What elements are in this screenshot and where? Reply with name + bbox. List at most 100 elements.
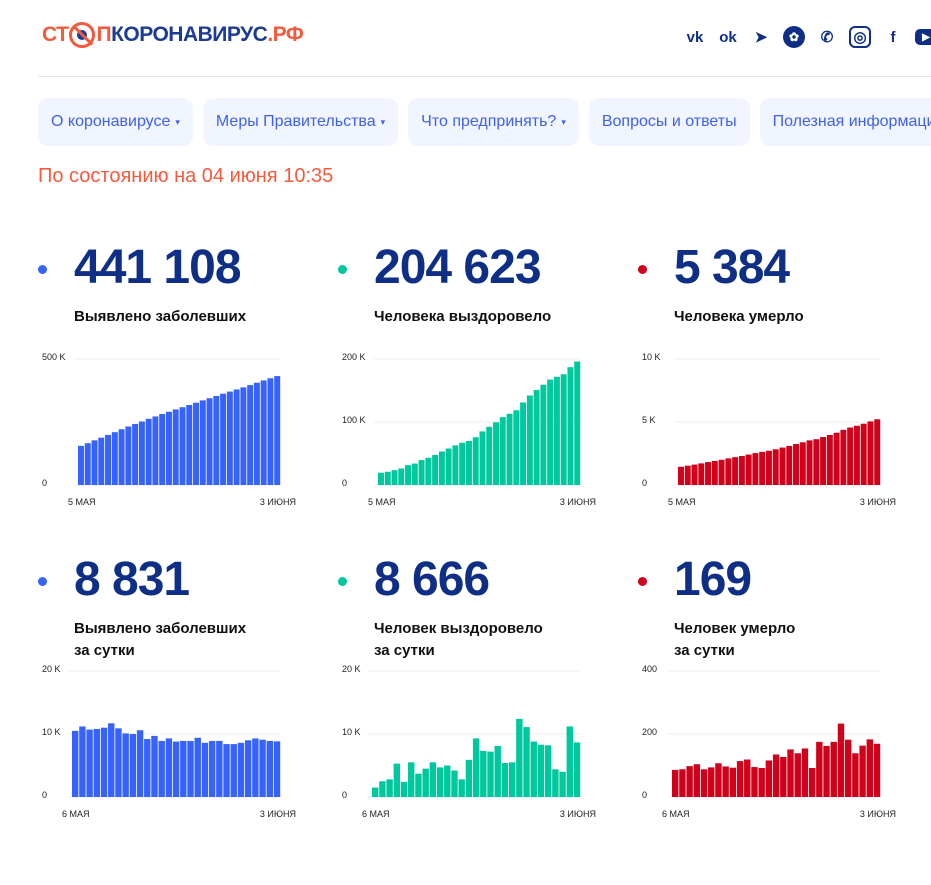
bar — [867, 421, 874, 485]
instagram-icon[interactable]: ◎ — [849, 26, 871, 48]
bar — [125, 426, 132, 485]
bar — [533, 389, 540, 485]
bar-chart: 0 500 K 5 МАЯ 3 ИЮНЯ — [42, 352, 296, 507]
bar — [745, 454, 752, 485]
legend-dot — [338, 577, 347, 586]
bar — [513, 410, 520, 485]
social-links: vk ok ➤ ✿ ✆ ◎ f ▶ — [684, 26, 931, 48]
stat-label-line: за сутки — [374, 642, 435, 659]
stat-label-line: Человека выздоровело — [374, 308, 552, 325]
bar — [223, 744, 230, 797]
x-tick-label: 6 МАЯ — [62, 809, 90, 819]
bar — [86, 729, 93, 797]
bar — [206, 398, 213, 485]
nav-item[interactable]: О коронавирусе ▾ — [38, 98, 193, 146]
bar — [72, 730, 79, 797]
x-tick-label: 3 ИЮНЯ — [860, 809, 896, 819]
bar — [98, 437, 105, 485]
bar — [398, 468, 405, 485]
x-tick-label: 6 МАЯ — [662, 809, 690, 819]
bar — [837, 723, 845, 797]
x-tick-label: 3 ИЮНЯ — [260, 809, 296, 819]
bar — [732, 457, 739, 485]
bar — [487, 751, 494, 797]
bar — [194, 737, 201, 797]
youtube-icon[interactable]: ▶ — [915, 29, 931, 45]
bar — [823, 745, 830, 797]
logo-text: .РФ — [267, 23, 304, 46]
bar — [693, 764, 701, 797]
bar — [186, 404, 193, 485]
bar — [260, 380, 267, 485]
bar — [159, 414, 166, 485]
legend-dot — [38, 577, 47, 586]
y-tick-label: 0 — [42, 790, 47, 800]
bar — [736, 761, 744, 797]
bar — [520, 402, 527, 485]
bar — [199, 400, 206, 485]
bar — [501, 762, 509, 797]
bar — [779, 447, 786, 485]
bar — [772, 449, 779, 485]
bar — [451, 770, 458, 797]
bar — [725, 458, 732, 485]
bar — [751, 767, 758, 797]
bar — [759, 451, 766, 485]
bar — [180, 740, 187, 797]
bar — [472, 437, 479, 485]
nav-item[interactable]: Вопросы и ответы — [588, 98, 750, 146]
bar — [444, 765, 451, 797]
bar — [787, 749, 794, 797]
telegram-icon[interactable]: ➤ — [754, 29, 768, 46]
bar — [493, 422, 499, 485]
nav-item[interactable]: Что предпринять? ▾ — [408, 98, 579, 146]
bar — [679, 769, 686, 797]
bar — [274, 376, 281, 485]
stat-value: 8 666 — [374, 553, 490, 606]
logo[interactable]: СТ П КОРОНАВИРУС .РФ — [42, 22, 304, 48]
stat-value: 8 831 — [74, 553, 190, 606]
bar — [744, 759, 751, 797]
bar — [247, 385, 254, 485]
logo-text: СТ — [42, 23, 69, 46]
bar — [765, 760, 773, 797]
bar — [715, 763, 722, 797]
odnoklassniki-icon[interactable]: ok — [719, 28, 737, 46]
stat-label-line: Человек выздоровело — [374, 620, 543, 637]
vk-icon[interactable]: vk — [686, 28, 704, 46]
y-tick-label: 400 — [642, 664, 657, 674]
yandex-zen-icon[interactable]: ✿ — [783, 26, 805, 48]
facebook-icon[interactable]: f — [890, 28, 896, 46]
bar — [422, 768, 429, 797]
stat-label: Человека умерло — [674, 306, 804, 328]
bar — [393, 763, 401, 797]
bar — [486, 426, 493, 485]
bar — [494, 745, 501, 797]
bar — [151, 735, 158, 797]
nav-item[interactable]: Полезная информация — [759, 98, 931, 146]
bar — [526, 395, 533, 485]
bar — [866, 739, 873, 797]
bar — [384, 471, 391, 485]
bar — [259, 739, 266, 797]
stat-value: 169 — [674, 553, 752, 606]
bar — [405, 465, 412, 485]
viber-icon[interactable]: ✆ — [820, 29, 834, 46]
bar — [240, 387, 247, 485]
bar — [722, 766, 729, 797]
y-tick-label: 10 K — [42, 727, 61, 737]
nav-item[interactable]: Меры Правительства ▾ — [202, 98, 399, 146]
bar — [432, 454, 439, 485]
bar — [267, 378, 274, 485]
bar — [386, 779, 393, 797]
bar — [847, 427, 854, 485]
y-tick-label: 200 — [642, 727, 657, 737]
x-tick-label: 5 МАЯ — [68, 497, 96, 507]
bar — [830, 741, 837, 797]
bar — [684, 465, 691, 485]
stat-label: Выявлено заболевших — [74, 306, 246, 328]
nav-item-label: Меры Правительства — [215, 113, 376, 130]
bar — [566, 726, 573, 797]
main-nav: О коронавирусе ▾ Меры Правительства ▾ Что пр… — [38, 98, 931, 146]
bar — [698, 463, 705, 485]
